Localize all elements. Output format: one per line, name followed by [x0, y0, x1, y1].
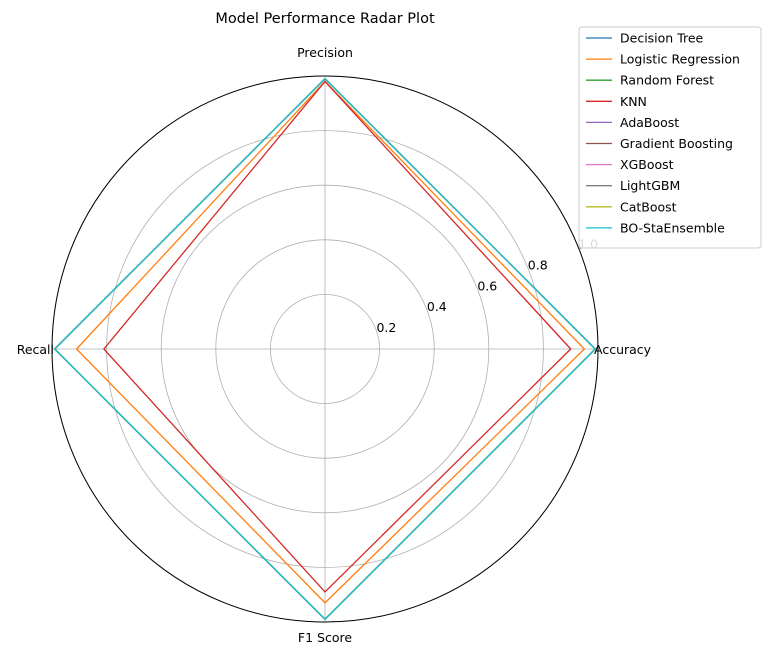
legend: Decision Tree Logistic Regression Random F…: [578, 26, 762, 249]
legend-label-6: XGBoost: [620, 157, 674, 172]
axis-label-recall: Recall: [17, 342, 54, 357]
r-tick-label-0: 0.2: [376, 320, 396, 335]
r-tick-label-2: 0.6: [477, 278, 497, 293]
axis-label-precision: Precision: [297, 45, 353, 60]
polar-frame: [51, 75, 599, 623]
axis-label-group: Accuracy Precision Recall F1 Score: [17, 45, 652, 645]
axis-label-f1-score: F1 Score: [298, 630, 352, 645]
legend-label-4: AdaBoost: [620, 115, 679, 130]
r-tick-label-1: 0.4: [427, 299, 447, 314]
series-line-9: [54, 78, 596, 620]
legend-label-3: KNN: [620, 94, 647, 109]
series-line-3: [103, 80, 572, 593]
legend-label-0: Decision Tree: [620, 31, 704, 46]
legend-label-9: BO-StaEnsemble: [620, 220, 725, 235]
chart-title: Model Performance Radar Plot: [215, 11, 435, 27]
series-group: [54, 78, 596, 620]
legend-label-2: Random Forest: [620, 73, 714, 88]
axis-label-accuracy: Accuracy: [594, 342, 652, 357]
series-line-1: [75, 80, 585, 604]
legend-label-8: CatBoost: [620, 199, 677, 214]
r-tick-label-3: 0.8: [528, 257, 548, 272]
legend-label-7: LightGBM: [620, 178, 680, 193]
legend-box: [578, 26, 762, 249]
radial-grid: 0.20.40.60.81.0: [51, 75, 599, 623]
legend-label-1: Logistic Regression: [620, 52, 740, 67]
legend-label-5: Gradient Boosting: [620, 136, 733, 151]
